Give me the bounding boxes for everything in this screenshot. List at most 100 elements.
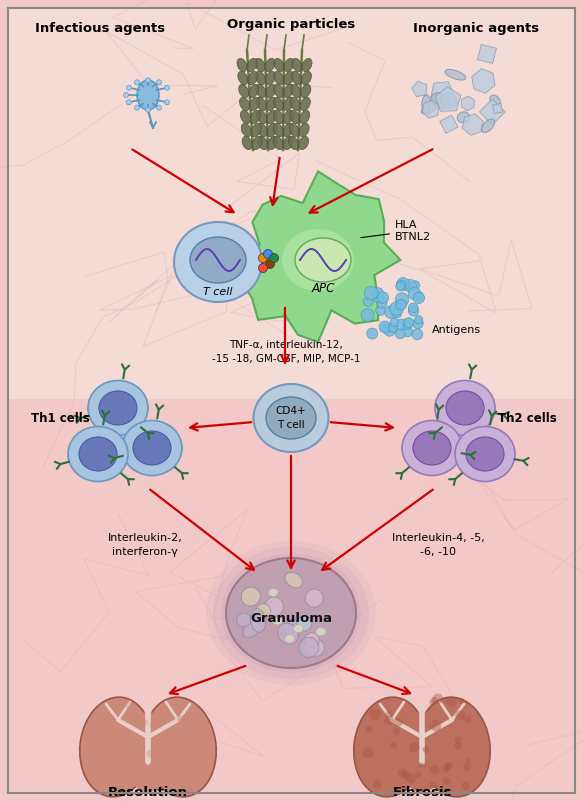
Polygon shape	[234, 171, 401, 342]
Circle shape	[398, 768, 407, 778]
Ellipse shape	[285, 619, 301, 637]
Ellipse shape	[298, 136, 308, 150]
Ellipse shape	[457, 112, 469, 123]
Circle shape	[402, 326, 413, 336]
Circle shape	[389, 302, 403, 316]
Circle shape	[134, 779, 141, 785]
Ellipse shape	[285, 634, 294, 642]
Circle shape	[402, 771, 410, 779]
Circle shape	[412, 328, 423, 340]
Circle shape	[373, 288, 384, 298]
Ellipse shape	[304, 638, 324, 657]
Ellipse shape	[213, 547, 369, 679]
Ellipse shape	[238, 84, 249, 98]
Circle shape	[127, 85, 131, 91]
Circle shape	[462, 782, 470, 790]
Ellipse shape	[289, 123, 299, 137]
Circle shape	[149, 721, 157, 729]
Circle shape	[363, 747, 373, 758]
Ellipse shape	[301, 84, 311, 98]
Ellipse shape	[267, 123, 277, 137]
Circle shape	[446, 696, 456, 706]
Ellipse shape	[283, 136, 293, 150]
Circle shape	[455, 737, 461, 743]
Ellipse shape	[422, 103, 439, 114]
Circle shape	[455, 710, 465, 720]
Polygon shape	[412, 81, 427, 97]
Polygon shape	[462, 114, 483, 135]
Circle shape	[369, 709, 381, 720]
Ellipse shape	[482, 119, 495, 132]
Ellipse shape	[274, 58, 284, 71]
Ellipse shape	[254, 384, 328, 452]
Ellipse shape	[300, 98, 310, 111]
Ellipse shape	[418, 697, 490, 797]
Ellipse shape	[88, 380, 148, 436]
Circle shape	[131, 713, 140, 722]
Circle shape	[395, 319, 408, 331]
Ellipse shape	[284, 71, 294, 85]
Circle shape	[164, 85, 170, 91]
Circle shape	[443, 768, 448, 773]
Ellipse shape	[413, 431, 451, 465]
Circle shape	[146, 107, 150, 112]
Ellipse shape	[455, 426, 515, 481]
Ellipse shape	[79, 437, 117, 471]
Ellipse shape	[265, 71, 275, 85]
Ellipse shape	[266, 111, 277, 123]
Circle shape	[135, 80, 139, 85]
Ellipse shape	[238, 71, 248, 85]
Circle shape	[141, 718, 148, 726]
Circle shape	[377, 298, 387, 308]
Circle shape	[414, 292, 423, 301]
Ellipse shape	[293, 625, 303, 633]
Ellipse shape	[68, 426, 128, 481]
Circle shape	[429, 699, 436, 706]
Text: Antigens: Antigens	[432, 325, 481, 335]
Ellipse shape	[174, 222, 262, 302]
Circle shape	[98, 764, 104, 771]
Circle shape	[384, 715, 394, 725]
Ellipse shape	[241, 123, 251, 137]
Ellipse shape	[221, 553, 361, 673]
Ellipse shape	[257, 111, 267, 123]
Text: TNF-α, interleukin-12,
-15 -18, GM-CSF, MIP, MCP-1: TNF-α, interleukin-12, -15 -18, GM-CSF, …	[212, 340, 360, 364]
Ellipse shape	[273, 136, 283, 150]
Ellipse shape	[268, 136, 278, 150]
Ellipse shape	[301, 71, 311, 85]
Ellipse shape	[250, 98, 259, 111]
Ellipse shape	[226, 558, 356, 668]
Ellipse shape	[255, 71, 265, 85]
Ellipse shape	[299, 638, 319, 658]
Ellipse shape	[431, 93, 449, 108]
Ellipse shape	[237, 58, 247, 71]
Ellipse shape	[99, 391, 137, 425]
Circle shape	[396, 278, 409, 291]
Circle shape	[95, 761, 103, 768]
Ellipse shape	[265, 597, 283, 617]
Circle shape	[388, 323, 398, 332]
Circle shape	[375, 306, 385, 316]
Circle shape	[409, 742, 420, 752]
Ellipse shape	[80, 697, 152, 797]
Circle shape	[390, 318, 399, 327]
Ellipse shape	[252, 136, 262, 150]
Ellipse shape	[247, 58, 257, 71]
Circle shape	[146, 78, 150, 83]
Circle shape	[123, 699, 132, 708]
Circle shape	[127, 100, 131, 105]
Ellipse shape	[354, 697, 426, 797]
Circle shape	[386, 710, 393, 718]
Ellipse shape	[242, 136, 252, 150]
Circle shape	[361, 308, 374, 322]
Text: Organic particles: Organic particles	[227, 18, 355, 31]
Circle shape	[431, 697, 438, 704]
Circle shape	[177, 715, 184, 723]
Circle shape	[384, 324, 395, 336]
Polygon shape	[431, 82, 454, 105]
Ellipse shape	[258, 136, 268, 150]
Circle shape	[390, 741, 397, 748]
Text: CD4+
T cell: CD4+ T cell	[276, 406, 306, 429]
Ellipse shape	[289, 136, 298, 150]
Ellipse shape	[274, 71, 284, 85]
